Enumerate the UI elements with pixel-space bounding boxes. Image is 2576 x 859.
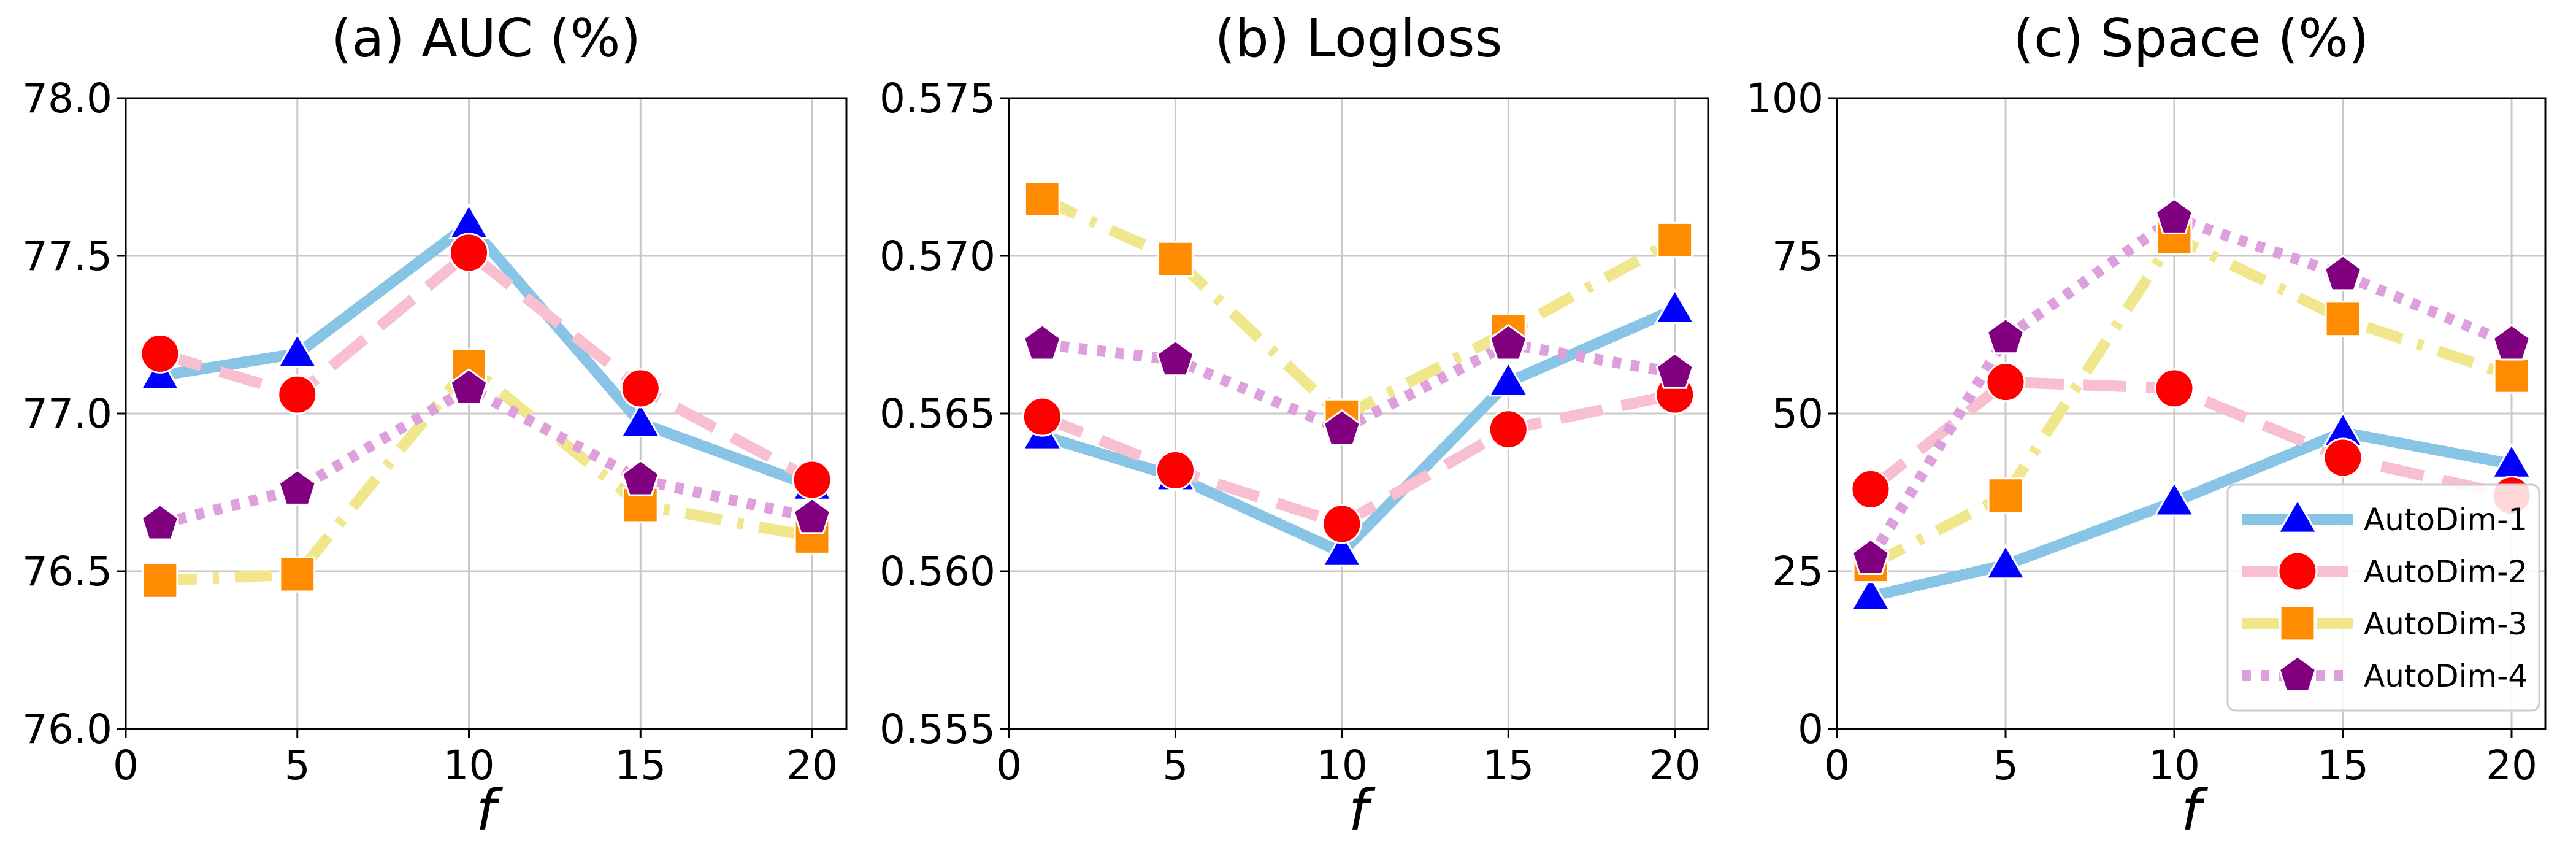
x-tick-label: 10 — [1316, 742, 1368, 789]
data-point-autodim-2 — [1488, 409, 1528, 450]
data-point-autodim-1 — [2153, 480, 2195, 517]
data-point-autodim-4 — [450, 368, 488, 405]
data-point-autodim-2 — [140, 333, 180, 374]
x-tick-label: 5 — [285, 742, 310, 789]
x-axis-label: f — [476, 777, 503, 843]
data-point-autodim-4 — [621, 460, 660, 496]
legend-marker-autodim-1 — [2277, 498, 2318, 534]
data-point-autodim-2 — [1155, 450, 1195, 491]
data-point-autodim-3 — [279, 556, 316, 593]
x-tick-label: 15 — [1482, 742, 1534, 789]
x-tick-label: 20 — [786, 742, 838, 789]
data-point-autodim-2 — [1022, 396, 1062, 437]
data-point-autodim-1 — [1850, 575, 1892, 611]
data-point-autodim-4 — [792, 497, 832, 534]
data-point-autodim-1 — [277, 333, 318, 368]
chart-title: (c) Space (%) — [2014, 8, 2369, 69]
data-point-autodim-2 — [1322, 504, 1362, 544]
chart-panel-3: 0 5 10 15 20 0 25 50 75 100 (c) Space (%) f AutoDim-… — [1746, 8, 2547, 843]
x-tick-label: 0 — [1824, 742, 1850, 789]
y-tick-label: 0 — [1798, 706, 1823, 753]
data-point-autodim-3 — [2325, 301, 2361, 337]
data-point-autodim-3 — [1157, 241, 1194, 277]
x-tick-label: 15 — [2317, 742, 2369, 789]
x-tick-label: 0 — [996, 742, 1022, 789]
chart-title: (a) AUC (%) — [331, 8, 641, 69]
data-point-autodim-2 — [1985, 362, 2026, 403]
data-point-autodim-2 — [277, 374, 318, 415]
legend-label: AutoDim-1 — [2364, 502, 2528, 537]
y-tick-label: 76.0 — [22, 706, 112, 753]
data-point-autodim-4 — [140, 504, 180, 541]
data-point-autodim-4 — [278, 469, 316, 506]
data-point-autodim-4 — [1851, 538, 1890, 575]
legend: AutoDim-1 AutoDim-2 AutoDim-3 AutoDim-4 — [2226, 483, 2540, 712]
y-tick-label: 0.560 — [880, 548, 995, 595]
data-point-autodim-2 — [2323, 437, 2363, 478]
data-point-autodim-4 — [2155, 198, 2194, 234]
data-point-autodim-3 — [2493, 357, 2530, 394]
y-tick-label: 50 — [1772, 390, 1823, 437]
chart-panel-2: 0 5 10 15 20 0.555 0.560 0.565 0.570 0.575 (b) Log… — [880, 8, 1709, 843]
data-point-autodim-1 — [1487, 361, 1529, 397]
legend-marker-autodim-4 — [2278, 655, 2317, 692]
y-tick-label: 77.5 — [22, 233, 112, 280]
x-tick-label: 5 — [1162, 742, 1188, 789]
series-line-autodim-3 — [159, 360, 813, 587]
data-point-autodim-4 — [1322, 409, 1362, 446]
data-point-autodim-4 — [1023, 324, 1062, 361]
data-point-autodim-4 — [2323, 254, 2363, 291]
data-point-autodim-1 — [1654, 288, 1696, 324]
data-point-autodim-2 — [449, 233, 489, 273]
legend-label: AutoDim-3 — [2364, 606, 2528, 642]
data-point-autodim-4 — [1986, 317, 2025, 355]
x-axis-label: f — [2181, 777, 2208, 843]
series-line-autodim-4 — [158, 382, 813, 530]
legend-marker-autodim-2 — [2277, 551, 2318, 591]
y-tick-label: 75 — [1772, 233, 1823, 280]
data-point-autodim-2 — [1850, 469, 1891, 509]
x-tick-label: 20 — [2486, 742, 2537, 789]
data-point-autodim-1 — [1985, 544, 2026, 580]
legend-marker-autodim-3 — [2279, 605, 2316, 642]
y-tick-label: 0.575 — [880, 75, 995, 122]
y-tick-label: 78.0 — [22, 75, 112, 122]
x-tick-label: 10 — [2149, 742, 2200, 789]
series-line-autodim-3 — [1040, 194, 1678, 423]
data-point-autodim-1 — [619, 402, 661, 437]
y-tick-label: 77.0 — [22, 390, 112, 437]
y-tick-label: 76.5 — [22, 548, 112, 595]
series-line-autodim-2 — [158, 247, 815, 485]
x-tick-label: 0 — [113, 742, 139, 789]
chart-panel-1: 0 5 10 15 20 76.0 76.5 77.0 77.5 78.0 (a) AUC (%) f — [22, 8, 848, 843]
data-point-autodim-4 — [2492, 324, 2531, 361]
data-point-autodim-3 — [1987, 477, 2024, 514]
legend-box — [2226, 483, 2540, 712]
data-point-autodim-4 — [1655, 352, 1694, 389]
x-tick-label: 5 — [1993, 742, 2018, 789]
x-tick-label: 15 — [615, 742, 666, 789]
y-tick-label: 0.565 — [880, 390, 995, 437]
data-point-autodim-3 — [1657, 221, 1693, 258]
data-point-autodim-2 — [792, 460, 832, 500]
y-tick-label: 25 — [1772, 548, 1823, 595]
data-point-autodim-2 — [2154, 368, 2195, 409]
data-point-autodim-4 — [1156, 339, 1195, 377]
data-point-autodim-4 — [1489, 324, 1528, 361]
legend-label: AutoDim-2 — [2364, 554, 2528, 590]
y-tick-label: 0.555 — [880, 706, 995, 753]
data-point-autodim-1 — [1321, 531, 1363, 567]
legend-label: AutoDim-4 — [2364, 658, 2528, 694]
y-tick-label: 0.570 — [880, 233, 995, 280]
chart-title: (b) Logloss — [1215, 8, 1503, 69]
x-tick-label: 10 — [443, 742, 495, 789]
y-tick-label: 100 — [1746, 75, 1823, 122]
data-point-autodim-3 — [142, 563, 178, 599]
data-point-autodim-2 — [620, 368, 661, 409]
data-point-autodim-3 — [1024, 181, 1060, 217]
x-tick-label: 20 — [1649, 742, 1701, 789]
x-axis-label: f — [1349, 777, 1376, 843]
